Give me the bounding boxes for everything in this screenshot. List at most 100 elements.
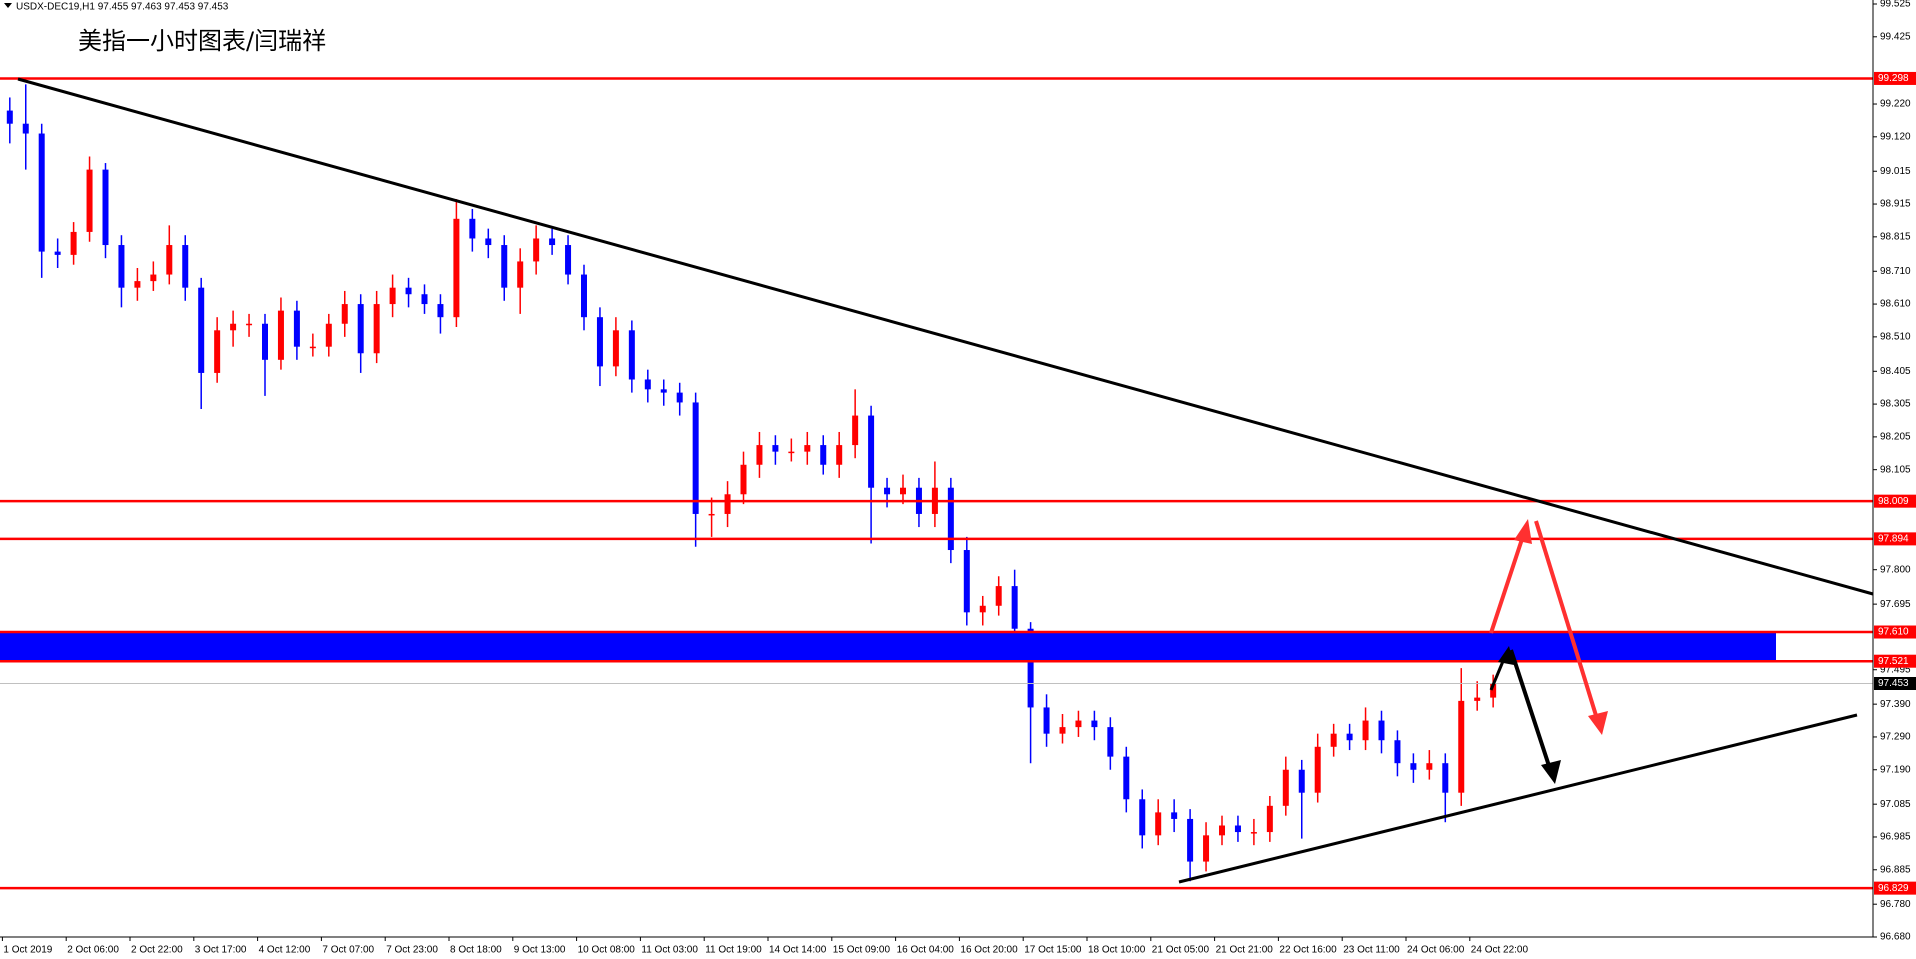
chart-title: 美指一小时图表/闫瑞祥 [78, 27, 326, 55]
candle-body [182, 245, 189, 288]
candle-body [581, 274, 587, 318]
candle-body [517, 261, 524, 288]
price-label-box [1874, 532, 1916, 546]
candle-body [820, 445, 827, 465]
x-tick-label: 17 Oct 15:00 [1024, 945, 1082, 956]
candle-body [1027, 628, 1034, 708]
y-tick-label: 96.885 [1880, 864, 1911, 875]
candle-body [1187, 818, 1194, 862]
arrow [1534, 520, 1600, 723]
candle-body [1250, 832, 1257, 834]
y-tick-label: 99.120 [1880, 131, 1911, 142]
candle-body [804, 445, 811, 452]
candle-body [852, 415, 859, 446]
y-tick-label: 98.610 [1880, 299, 1911, 310]
x-tick-label: 23 Oct 11:00 [1343, 945, 1400, 956]
price-label-box [1874, 881, 1916, 895]
candle-body [6, 110, 13, 124]
candle-body [70, 231, 77, 255]
y-tick-label: 97.495 [1880, 664, 1911, 675]
arrow-head [1514, 519, 1532, 544]
zone [0, 632, 1776, 662]
y-tick-label: 98.305 [1880, 399, 1911, 410]
candle-body [262, 323, 268, 360]
candle-body [1330, 733, 1337, 747]
x-tick-label: 8 Oct 18:00 [450, 945, 502, 956]
y-tick-label: 96.780 [1880, 899, 1911, 910]
candle-body [1410, 763, 1417, 770]
candle-body [1234, 825, 1241, 833]
candle-body [884, 487, 891, 495]
candle-body [549, 238, 556, 246]
candle-body [660, 389, 667, 393]
candle-body [150, 274, 157, 282]
x-tick-label: 16 Oct 20:00 [960, 945, 1018, 956]
candle-body [1075, 720, 1082, 728]
candle-body [134, 281, 141, 288]
candle-body [1362, 720, 1369, 741]
candle-body [1011, 586, 1018, 629]
candle-body [1394, 740, 1401, 764]
candle-body [1043, 707, 1050, 734]
candle-body [756, 445, 763, 465]
candle-body [947, 487, 954, 551]
arrow-head [1541, 760, 1561, 784]
zone-layer [0, 632, 1776, 662]
candle-body [1346, 733, 1353, 741]
price-label: 98.009 [1878, 496, 1909, 507]
x-tick-label: 21 Oct 05:00 [1152, 945, 1210, 956]
candle-body [1458, 700, 1465, 793]
y-tick-label: 98.105 [1880, 464, 1911, 475]
chart-header: USDX-DEC19,H1 97.455 97.463 97.453 97.45… [16, 2, 229, 13]
candle-body [963, 550, 970, 613]
y-tick-label: 97.695 [1880, 599, 1911, 610]
candle-body [86, 169, 93, 232]
candle-body [198, 287, 205, 373]
price-label-box [1874, 71, 1916, 85]
candle-body [501, 245, 508, 288]
y-tick-label: 97.085 [1880, 799, 1911, 810]
x-tick-label: 24 Oct 06:00 [1407, 945, 1465, 956]
trend-line [1178, 713, 1858, 884]
price-label: 97.521 [1878, 656, 1909, 667]
price-label: 99.298 [1878, 73, 1909, 84]
candle-body [246, 323, 253, 326]
candle-body [1139, 799, 1146, 836]
y-tick-label: 99.015 [1880, 166, 1911, 177]
y-tick-label: 96.985 [1880, 832, 1911, 843]
candle-body [868, 415, 875, 488]
candle-body [293, 310, 300, 347]
x-tick-label: 14 Oct 14:00 [769, 945, 827, 956]
x-tick-label: 3 Oct 17:00 [195, 945, 247, 956]
candle-body [1059, 727, 1066, 734]
candle-body [1426, 763, 1433, 770]
x-tick-label: 9 Oct 13:00 [514, 945, 566, 956]
price-label: 97.610 [1878, 627, 1909, 638]
candle-body [341, 304, 348, 324]
x-tick-label: 2 Oct 06:00 [67, 945, 119, 956]
x-tick-label: 15 Oct 09:00 [833, 945, 891, 956]
y-tick-label: 98.710 [1880, 266, 1911, 277]
price-label-box [1874, 625, 1916, 639]
y-tick-label: 97.390 [1880, 699, 1911, 710]
x-tick-label: 1 Oct 2019 [3, 945, 52, 956]
current-price-label: 97.453 [1878, 678, 1909, 689]
x-tick-label: 24 Oct 22:00 [1471, 945, 1529, 956]
y-tick-label: 97.190 [1880, 764, 1911, 775]
arrow [1489, 526, 1528, 634]
menu-icon[interactable] [4, 3, 12, 8]
candle-body [309, 346, 316, 349]
candle-body [1091, 720, 1098, 728]
candle-body [900, 487, 906, 495]
arrow-head [1588, 711, 1608, 735]
x-tick-label: 16 Oct 04:00 [897, 945, 955, 956]
x-tick-label: 21 Oct 21:00 [1216, 945, 1274, 956]
x-tick-label: 7 Oct 07:00 [322, 945, 374, 956]
price-label: 96.829 [1878, 883, 1909, 894]
y-tick-label: 99.425 [1880, 31, 1911, 42]
candle-body [724, 494, 731, 514]
lines-layer [0, 77, 1873, 890]
candle-body [166, 245, 173, 275]
candle-body [692, 402, 699, 514]
